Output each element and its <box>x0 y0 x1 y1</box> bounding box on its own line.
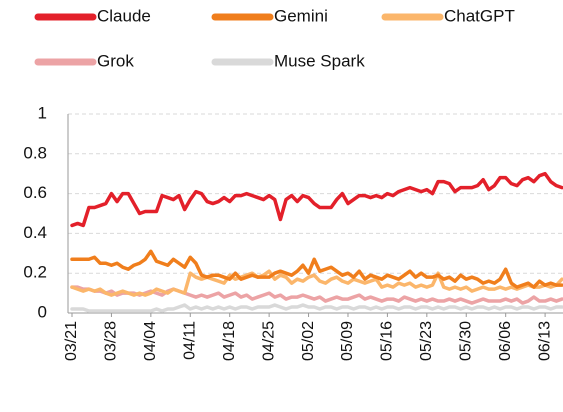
legend-label: ChatGPT <box>444 6 515 25</box>
series-line <box>70 171 563 228</box>
y-tick-label: 0.2 <box>23 263 47 282</box>
y-tick-label: 0.8 <box>23 143 47 162</box>
y-tick-label: 0 <box>38 302 47 321</box>
x-tick-label: 03/21 <box>63 321 80 361</box>
legend-label: Muse Spark <box>274 51 365 70</box>
x-tick-label: 06/06 <box>497 321 514 361</box>
legend-label: Gemini <box>274 6 328 25</box>
x-tick-label: 05/09 <box>339 321 356 361</box>
x-tick-label: 05/16 <box>379 321 396 361</box>
x-tick-label: 04/04 <box>142 321 159 361</box>
series-line <box>70 249 563 289</box>
x-tick-label: 05/23 <box>418 321 435 361</box>
y-tick-label: 0.4 <box>23 223 47 242</box>
x-tick-label: 05/02 <box>300 321 317 361</box>
y-tick-label: 1 <box>38 103 47 122</box>
x-tick-label: 04/11 <box>181 321 198 360</box>
legend-label: Claude <box>97 6 151 25</box>
series-line <box>70 303 563 313</box>
y-tick-label: 0.6 <box>23 183 47 202</box>
x-tick-label: 04/18 <box>221 321 238 361</box>
x-tick-label: 06/13 <box>536 321 553 361</box>
series-line <box>70 269 563 297</box>
x-tick-label: 05/30 <box>457 321 474 361</box>
legend-label: Grok <box>97 51 134 70</box>
x-tick-label: 04/25 <box>260 321 277 361</box>
x-tick-label: 03/28 <box>103 321 120 361</box>
